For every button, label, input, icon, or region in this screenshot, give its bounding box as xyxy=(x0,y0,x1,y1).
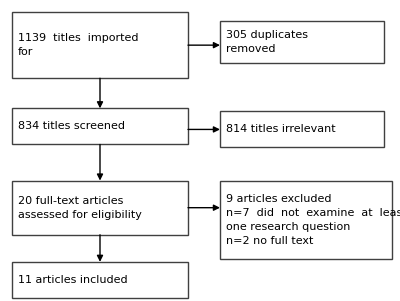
Text: 1139  titles  imported
for: 1139 titles imported for xyxy=(18,33,138,57)
Bar xyxy=(220,21,384,63)
Bar xyxy=(12,181,188,235)
Text: 305 duplicates
removed: 305 duplicates removed xyxy=(226,30,308,54)
Text: 9 articles excluded
n=7  did  not  examine  at  least
one research question
n=2 : 9 articles excluded n=7 did not examine … xyxy=(226,194,400,246)
Bar xyxy=(220,111,384,147)
Text: 814 titles irrelevant: 814 titles irrelevant xyxy=(226,124,336,135)
Bar xyxy=(12,12,188,78)
Bar xyxy=(12,108,188,144)
Text: 834 titles screened: 834 titles screened xyxy=(18,121,125,132)
Text: 20 full-text articles
assessed for eligibility: 20 full-text articles assessed for eligi… xyxy=(18,196,142,220)
Text: 11 articles included: 11 articles included xyxy=(18,275,128,285)
Bar xyxy=(12,262,188,298)
Bar xyxy=(220,181,392,259)
